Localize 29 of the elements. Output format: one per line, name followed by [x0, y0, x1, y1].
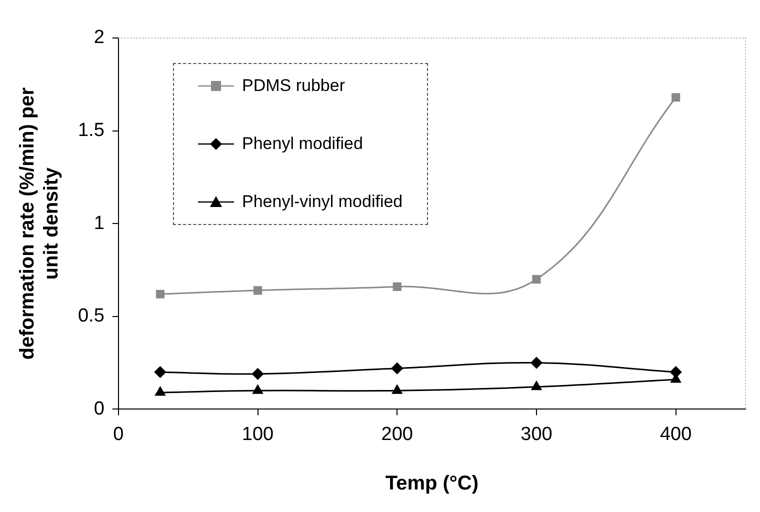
x-tick-label: 300: [520, 424, 552, 445]
point: [156, 290, 165, 298]
point: [391, 362, 403, 374]
point: [392, 384, 402, 394]
y-tick-label: 1.5: [78, 120, 104, 142]
point: [155, 386, 166, 396]
point: [531, 381, 542, 390]
x-tick-label: 0: [113, 424, 124, 445]
point: [532, 274, 541, 284]
y-tick-label: 2: [94, 27, 104, 48]
legend-label: Phenyl-vinyl modified: [242, 192, 403, 212]
x-tick-label: 100: [242, 424, 274, 445]
y-tick-label: 1: [94, 212, 104, 234]
point: [530, 357, 542, 369]
point: [670, 366, 682, 378]
legend-label: Phenyl modified: [242, 134, 363, 154]
point: [253, 286, 262, 295]
point: [672, 93, 680, 102]
point: [154, 366, 166, 378]
y-tick-label: 0.5: [78, 306, 104, 327]
x-tick-label: 400: [660, 424, 692, 445]
y-axis-title: deformation rate (%/min) per unit density: [16, 87, 63, 360]
x-axis-title: Temp (°C): [385, 472, 479, 495]
y-tick-label: 0: [94, 398, 104, 420]
point: [392, 282, 402, 291]
legend-label: PDMS rubber: [242, 76, 345, 96]
point: [252, 368, 264, 380]
point: [252, 384, 263, 394]
x-tick-label: 200: [381, 424, 413, 445]
